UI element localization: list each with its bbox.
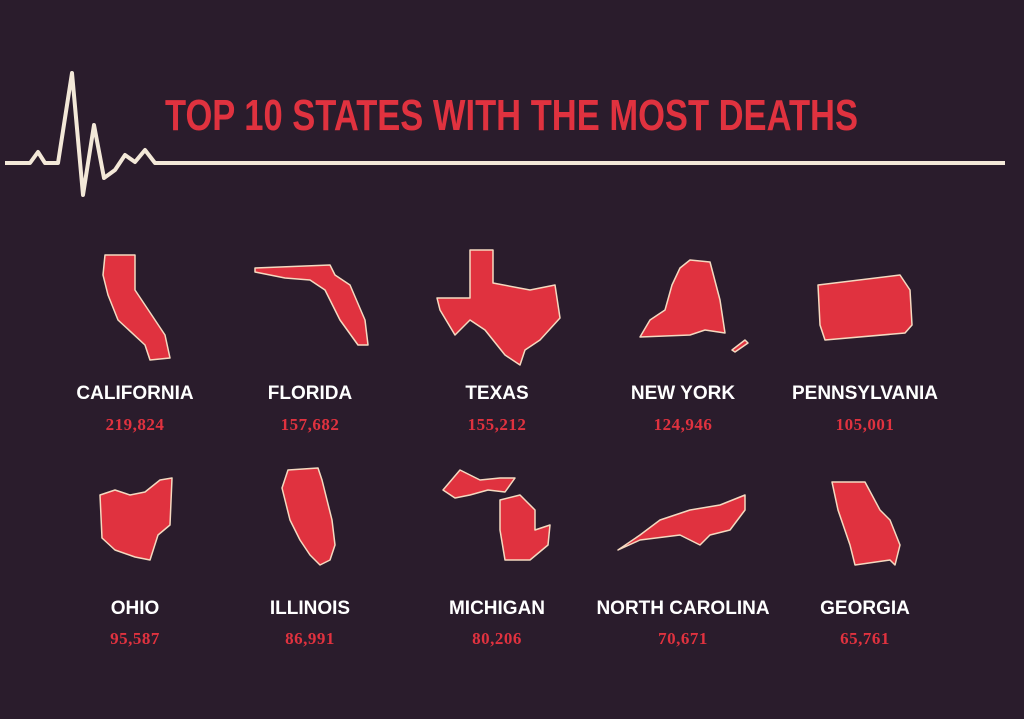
pennsylvania-shape: [817, 274, 913, 341]
state-name: MICHIGAN: [449, 598, 545, 619]
state-deaths: 86,991: [285, 629, 335, 648]
state-name: PENNSYLVANIA: [792, 383, 938, 404]
state-name: FLORIDA: [268, 383, 353, 404]
illinois-shape: [281, 467, 336, 566]
state-name: GEORGIA: [820, 598, 910, 619]
state-name: OHIO: [111, 598, 160, 619]
state-deaths: 219,824: [106, 415, 165, 434]
long-island-shape: [731, 339, 749, 353]
state-deaths: 157,682: [281, 415, 340, 434]
georgia-shape: [831, 481, 901, 566]
heartbeat-line: [5, 71, 1005, 197]
state-name: NEW YORK: [631, 383, 735, 404]
state-name: ILLINOIS: [270, 598, 350, 619]
state-name: NORTH CAROLINA: [596, 598, 769, 619]
state-deaths: 65,761: [840, 629, 890, 648]
michigan-lower-shape: [499, 494, 551, 561]
new-york-shape: [639, 259, 726, 338]
state-deaths: 95,587: [110, 629, 160, 648]
florida-shape: [254, 264, 369, 346]
state-deaths: 105,001: [836, 415, 895, 434]
michigan-upper-shape: [442, 469, 516, 499]
state-name: CALIFORNIA: [76, 383, 193, 404]
state-deaths: 155,212: [468, 415, 527, 434]
texas-shape: [436, 249, 561, 366]
state-deaths: 124,946: [654, 415, 713, 434]
california-shape: [102, 254, 171, 361]
state-deaths: 70,671: [658, 629, 708, 648]
state-name: TEXAS: [465, 383, 528, 404]
ohio-shape: [99, 477, 173, 561]
north-carolina-shape: [617, 494, 746, 551]
title: TOP 10 STATES WITH THE MOST DEATHS: [165, 91, 858, 140]
state-deaths: 80,206: [472, 629, 522, 648]
